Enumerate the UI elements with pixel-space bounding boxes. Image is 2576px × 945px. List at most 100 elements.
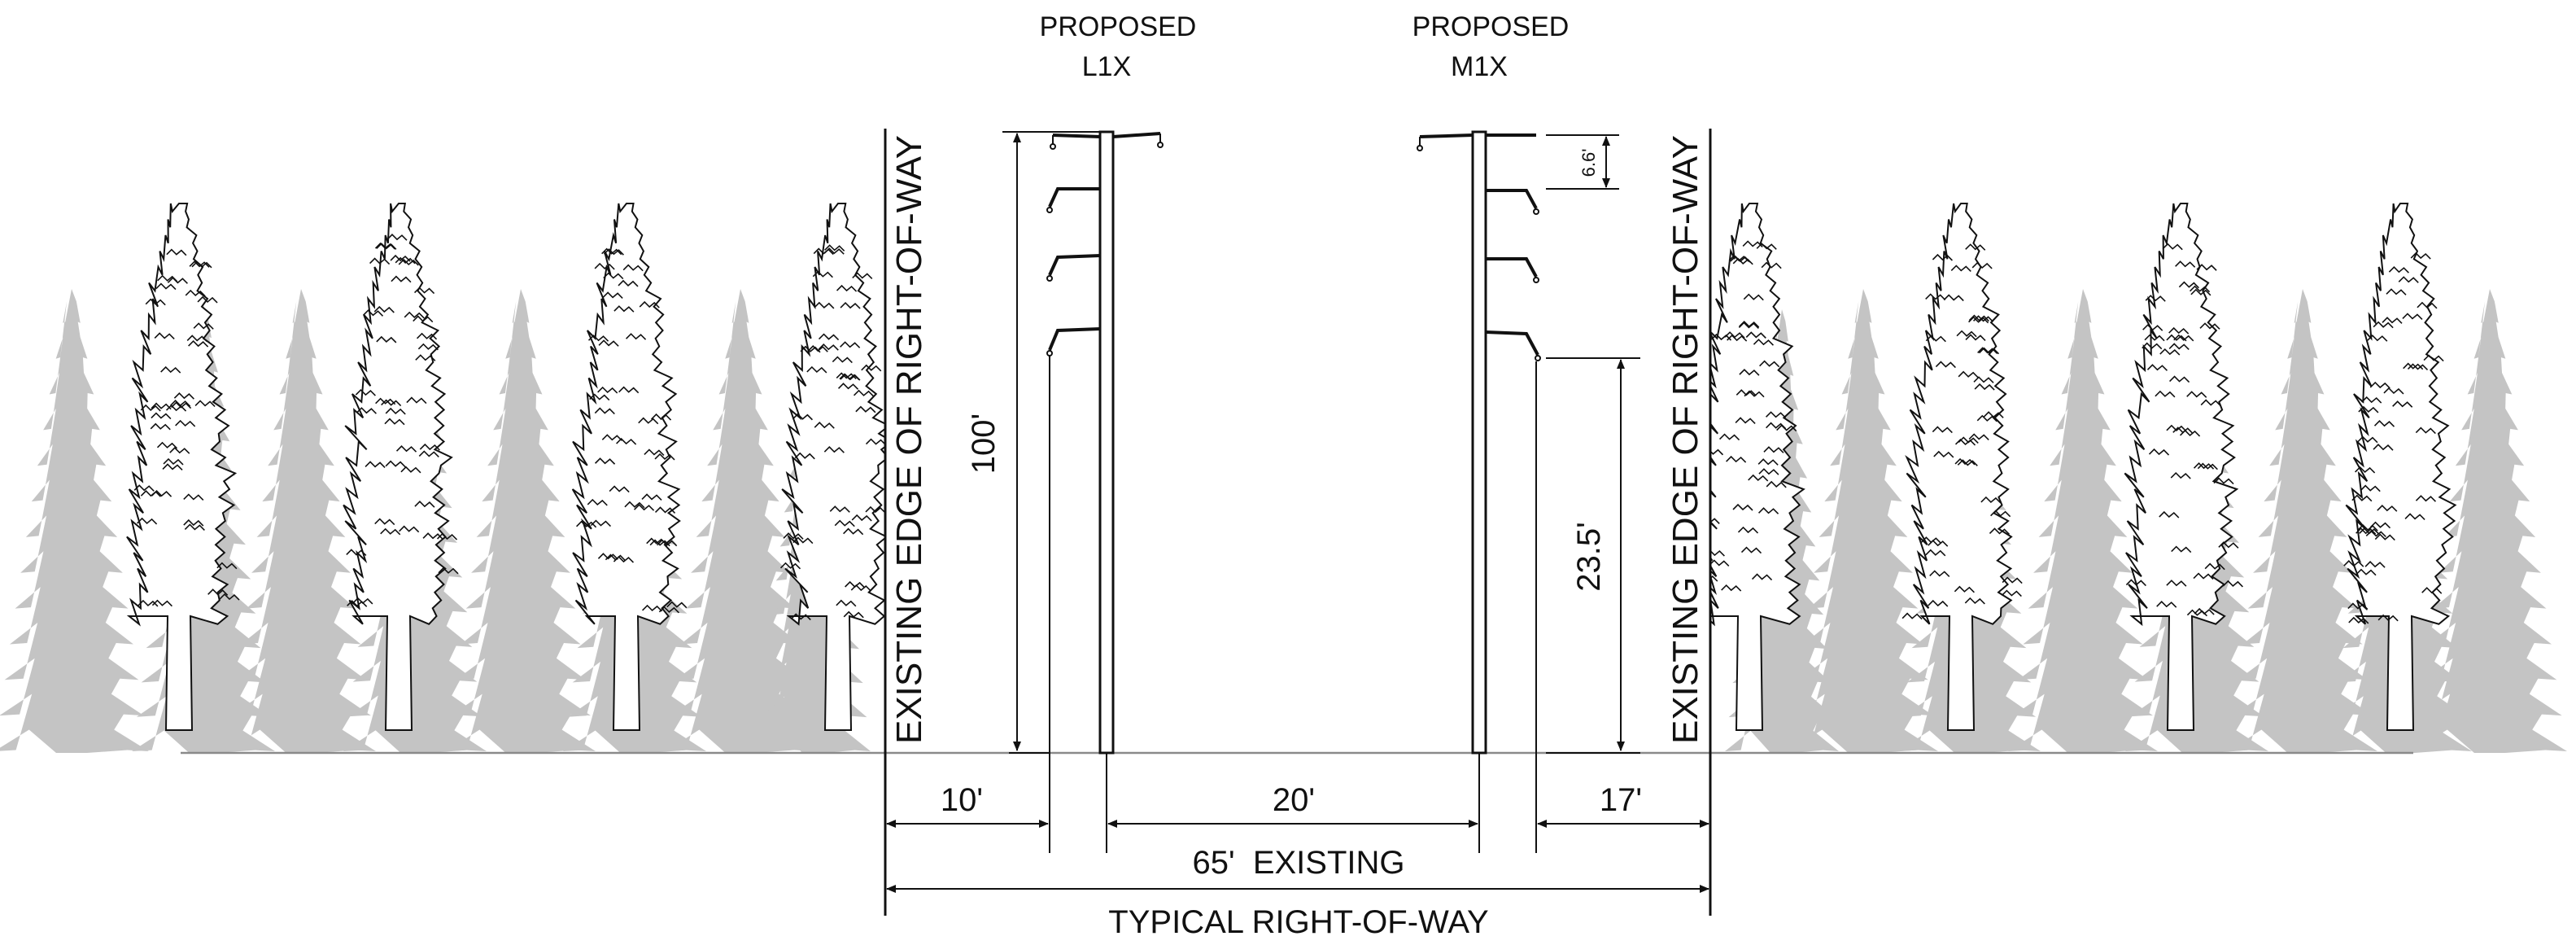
tree-texture (1974, 383, 1995, 391)
tree-texture (654, 453, 675, 461)
tree-texture (2343, 560, 2364, 567)
tree-texture (413, 315, 434, 323)
tree-texture (385, 407, 406, 415)
m1x-arm-3 (1485, 330, 1539, 356)
tree-texture (398, 258, 419, 266)
tree-texture (162, 463, 183, 470)
tree-texture (2359, 527, 2380, 535)
tree-texture (806, 365, 827, 374)
tree-texture (840, 341, 861, 348)
tree-texture (1901, 612, 1923, 620)
side-clearance-dimension (1546, 357, 1640, 754)
tree-texture (813, 247, 834, 256)
tree-texture (1718, 433, 1740, 441)
tree-texture (792, 413, 813, 421)
tree-texture (184, 523, 205, 532)
tree-texture (1748, 474, 1769, 482)
tree-texture (1925, 335, 1946, 343)
grey-tree (2008, 289, 2158, 753)
tree-texture (576, 520, 597, 528)
tree-texture (2144, 334, 2165, 342)
l1x-label-line2: L1X (1082, 51, 1132, 82)
tree-texture (2156, 601, 2177, 608)
tree-texture (133, 484, 155, 492)
tree-texture (836, 599, 857, 607)
tree-texture (1933, 450, 1954, 458)
tree-texture (1990, 510, 2011, 518)
tree-texture (2355, 466, 2376, 474)
tree-texture (2175, 260, 2196, 268)
tree-texture (2197, 462, 2218, 470)
tree-texture (1983, 411, 2004, 418)
tree-texture (171, 401, 192, 409)
tree-texture (2377, 505, 2398, 512)
m1x-pole (1471, 130, 1487, 755)
tree-texture (186, 335, 207, 342)
tree-texture (154, 332, 175, 339)
tree-texture (2213, 477, 2234, 485)
tree-texture (2159, 510, 2180, 518)
tree-texture (625, 333, 647, 340)
tree-texture (2001, 589, 2022, 597)
tree-texture (814, 422, 835, 429)
tree-texture (2194, 607, 2215, 615)
tree-texture (812, 270, 833, 278)
tree-texture (2162, 243, 2183, 251)
tree-texture (1932, 253, 1953, 261)
tree-texture (1737, 526, 1759, 534)
tree-texture (843, 610, 864, 619)
tree-texture (2166, 424, 2187, 432)
l1x-arm-2 (1048, 254, 1101, 276)
tree-texture (188, 339, 209, 348)
tree-texture (400, 466, 421, 474)
tree-texture (2357, 523, 2378, 532)
tree-texture (2125, 579, 2146, 587)
tree-texture (2383, 387, 2404, 395)
l1x-arm-1 (1048, 187, 1100, 208)
tree-texture (2142, 324, 2163, 331)
tree-texture (197, 295, 218, 304)
tree-texture (2168, 326, 2190, 335)
tree-texture (2373, 321, 2394, 329)
tree-texture (2189, 285, 2211, 293)
tree-texture (2410, 252, 2431, 260)
tree-texture (1968, 433, 1989, 441)
tree-texture (1739, 368, 1760, 376)
tree-texture (1956, 330, 1977, 338)
tree-texture (140, 404, 161, 412)
tree-texture (137, 517, 158, 525)
tree-texture (416, 332, 438, 340)
tree-texture (1730, 255, 1751, 263)
tree-texture (837, 383, 859, 390)
tree-texture (1743, 293, 1764, 301)
tree-texture (2218, 541, 2239, 549)
foreground-outline-trees (126, 203, 2457, 731)
tree-texture (2178, 281, 2199, 289)
tree-texture (1929, 570, 1950, 578)
tree-texture (156, 441, 178, 449)
tree-texture (384, 418, 405, 426)
tree-texture (1958, 370, 1979, 378)
tree-texture (1726, 455, 1747, 463)
tree-texture (155, 282, 177, 291)
tree-texture (644, 448, 665, 457)
l1x-pole (1098, 130, 1115, 755)
tree-texture (404, 311, 425, 319)
right-offset-label: 17' (1600, 782, 1642, 818)
tree-texture (792, 536, 814, 545)
tree-texture (395, 445, 417, 453)
tree-texture (2169, 375, 2190, 383)
tree-texture (2155, 390, 2176, 398)
tree-texture (2403, 362, 2424, 370)
tree-texture (589, 393, 610, 401)
tree-texture (1954, 585, 1975, 593)
outline-tree (2124, 203, 2239, 731)
grey-tree (226, 289, 376, 753)
tree-texture (2369, 381, 2390, 389)
tree-texture (2417, 301, 2438, 309)
tree-texture (603, 248, 624, 256)
tree-texture (2351, 494, 2373, 502)
tree-texture (1971, 261, 1993, 269)
tree-texture (391, 275, 412, 283)
horizontal-dimensions (886, 355, 1709, 893)
